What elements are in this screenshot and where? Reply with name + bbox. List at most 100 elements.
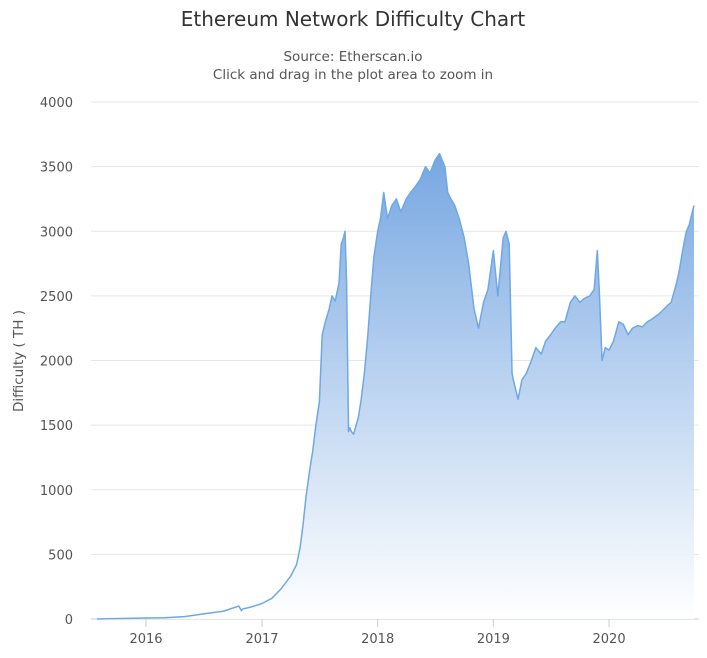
data-point[interactable] (343, 230, 346, 233)
data-point[interactable] (355, 424, 358, 427)
data-point[interactable] (486, 288, 489, 291)
data-point[interactable] (612, 340, 615, 343)
data-point[interactable] (260, 602, 263, 605)
data-point[interactable] (443, 165, 446, 168)
data-point[interactable] (270, 597, 273, 600)
data-point[interactable] (588, 294, 591, 297)
data-point[interactable] (399, 210, 402, 213)
data-point[interactable] (386, 217, 389, 220)
data-point[interactable] (520, 378, 523, 381)
data-point[interactable] (334, 299, 337, 302)
data-point[interactable] (675, 281, 678, 284)
data-point[interactable] (308, 467, 311, 470)
data-point[interactable] (438, 152, 441, 155)
data-point[interactable] (298, 546, 301, 549)
data-point[interactable] (578, 301, 581, 304)
data-point[interactable] (453, 204, 456, 207)
data-point[interactable] (622, 323, 625, 326)
data-point[interactable] (251, 605, 254, 608)
data-point[interactable] (321, 333, 324, 336)
data-point[interactable] (314, 424, 317, 427)
data-point[interactable] (626, 333, 629, 336)
data-point[interactable] (692, 204, 695, 207)
data-point[interactable] (357, 416, 360, 419)
data-point[interactable] (405, 197, 408, 200)
data-point[interactable] (342, 236, 345, 239)
data-point[interactable] (604, 346, 607, 349)
data-point[interactable] (433, 159, 436, 162)
data-point[interactable] (241, 607, 244, 610)
data-point[interactable] (463, 236, 466, 239)
data-point[interactable] (446, 191, 449, 194)
data-point[interactable] (428, 171, 431, 174)
data-point[interactable] (477, 327, 480, 330)
data-point[interactable] (482, 301, 485, 304)
data-point[interactable] (544, 340, 547, 343)
data-point[interactable] (607, 349, 610, 352)
data-point[interactable] (467, 262, 470, 265)
data-point[interactable] (347, 430, 350, 433)
data-point[interactable] (106, 617, 109, 620)
data-point[interactable] (318, 400, 321, 403)
data-point[interactable] (183, 615, 186, 618)
data-point[interactable] (424, 165, 427, 168)
data-point[interactable] (554, 327, 557, 330)
data-point[interactable] (449, 197, 452, 200)
data-point[interactable] (573, 294, 576, 297)
data-point[interactable] (414, 184, 417, 187)
data-point[interactable] (513, 385, 516, 388)
data-point[interactable] (458, 217, 461, 220)
data-point[interactable] (502, 236, 505, 239)
data-point[interactable] (369, 294, 372, 297)
series-area[interactable] (96, 153, 694, 619)
data-point[interactable] (563, 320, 566, 323)
data-point[interactable] (508, 243, 511, 246)
data-point[interactable] (350, 430, 353, 433)
data-point[interactable] (360, 398, 363, 401)
data-point[interactable] (600, 359, 603, 362)
data-point[interactable] (660, 310, 663, 313)
data-point[interactable] (237, 604, 240, 607)
data-point[interactable] (504, 230, 507, 233)
data-point[interactable] (295, 563, 298, 566)
data-point[interactable] (559, 320, 562, 323)
data-point[interactable] (311, 449, 314, 452)
data-point[interactable] (390, 204, 393, 207)
data-point[interactable] (631, 327, 634, 330)
data-point[interactable] (202, 612, 205, 615)
data-point[interactable] (372, 256, 375, 259)
data-point[interactable] (304, 495, 307, 498)
data-point[interactable] (95, 617, 98, 620)
data-point[interactable] (363, 372, 366, 375)
data-point[interactable] (583, 297, 586, 300)
plot-area[interactable] (95, 152, 695, 620)
data-point[interactable] (681, 249, 684, 252)
data-point[interactable] (691, 210, 694, 213)
data-point[interactable] (366, 333, 369, 336)
data-point[interactable] (593, 288, 596, 291)
data-point[interactable] (472, 307, 475, 310)
data-point[interactable] (395, 197, 398, 200)
data-point[interactable] (301, 524, 304, 527)
data-point[interactable] (688, 223, 691, 226)
data-point[interactable] (525, 372, 528, 375)
data-point[interactable] (540, 352, 543, 355)
data-point[interactable] (665, 305, 668, 308)
data-point[interactable] (419, 178, 422, 181)
data-point[interactable] (379, 217, 382, 220)
data-point[interactable] (492, 249, 495, 252)
data-point[interactable] (330, 294, 333, 297)
data-point[interactable] (512, 378, 515, 381)
data-point[interactable] (337, 281, 340, 284)
data-point[interactable] (569, 301, 572, 304)
data-point[interactable] (549, 333, 552, 336)
data-point[interactable] (279, 588, 282, 591)
data-point[interactable] (409, 191, 412, 194)
data-point[interactable] (656, 314, 659, 317)
data-point[interactable] (163, 616, 166, 619)
data-point[interactable] (352, 433, 355, 436)
data-point[interactable] (685, 230, 688, 233)
data-point[interactable] (376, 230, 379, 233)
